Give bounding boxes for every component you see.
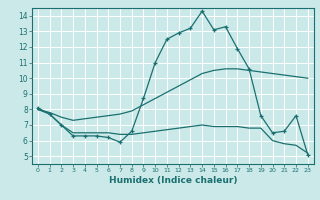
X-axis label: Humidex (Indice chaleur): Humidex (Indice chaleur) — [108, 176, 237, 185]
